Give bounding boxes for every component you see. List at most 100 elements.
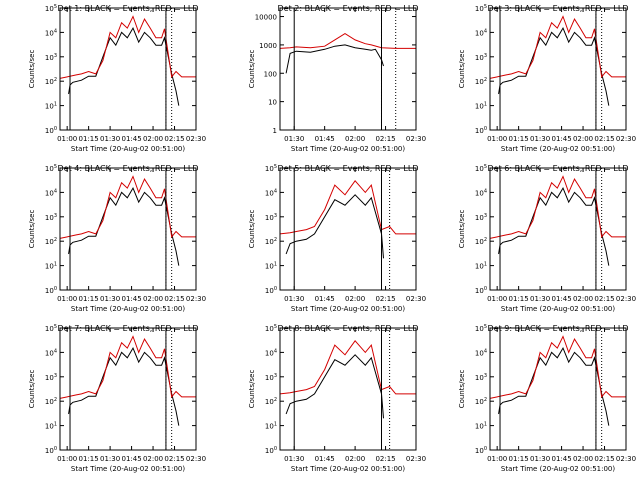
y-tick-label: 101 <box>45 262 57 271</box>
x-tick-label: 01:15 <box>509 295 529 303</box>
y-axis-label: Counts/sec <box>458 370 466 409</box>
plot-frame <box>279 7 417 131</box>
y-tick-label: 105 <box>475 164 487 173</box>
y-tick-label: 104 <box>265 188 277 197</box>
y-tick-label: 103 <box>45 373 57 382</box>
x-tick-label: 02:30 <box>616 295 636 303</box>
x-tick-label: 01:30 <box>530 135 550 143</box>
y-tick-label: 104 <box>265 348 277 357</box>
y-tick-label: 103 <box>475 53 487 62</box>
x-tick-label: 02:30 <box>616 455 636 463</box>
plot-frame <box>489 327 627 451</box>
x-axis-label: Start Time (20-Aug-02 00:51:00) <box>71 145 185 153</box>
y-tick-label: 100 <box>475 126 487 135</box>
plot-frame <box>59 327 197 451</box>
lld-series-line <box>489 175 626 239</box>
x-tick-label: 01:00 <box>57 455 77 463</box>
x-tick-label: 01:45 <box>315 295 335 303</box>
x-tick-label: 02:15 <box>594 295 614 303</box>
panel-title: Det 9: BLACK = Events, RED = LLD <box>488 324 629 333</box>
events-series-line <box>68 26 180 106</box>
x-tick-label: 01:00 <box>487 135 507 143</box>
y-tick-label: 103 <box>475 373 487 382</box>
x-tick-label: 02:15 <box>594 135 614 143</box>
x-tick-label: 02:30 <box>186 295 206 303</box>
x-axis-label: Start Time (20-Aug-02 00:51:00) <box>501 145 615 153</box>
y-tick-label: 100 <box>45 286 57 295</box>
y-tick-label: 100 <box>45 126 57 135</box>
y-tick-label: 10000 <box>255 14 277 22</box>
lld-series-line <box>279 33 416 49</box>
events-series-line <box>498 26 610 106</box>
x-tick-label: 01:15 <box>509 455 529 463</box>
x-tick-label: 02:15 <box>375 135 395 143</box>
x-tick-label: 01:00 <box>57 135 77 143</box>
y-tick-label: 102 <box>45 77 57 86</box>
x-tick-label: 02:30 <box>406 295 426 303</box>
y-tick-label: 104 <box>45 188 57 197</box>
detector-panel-2: 1 10 100 1000 10000 01:30 01:45 02:00 02:15 02:30… <box>248 4 426 153</box>
events-series-line <box>68 186 180 266</box>
y-tick-label: 102 <box>45 397 57 406</box>
x-tick-label: 02:00 <box>143 455 163 463</box>
x-tick-label: 02:30 <box>616 135 636 143</box>
y-tick-label: 102 <box>45 237 57 246</box>
x-tick-label: 01:30 <box>100 295 120 303</box>
x-tick-label: 02:00 <box>345 135 365 143</box>
lld-series-line <box>279 339 416 395</box>
x-tick-label: 02:30 <box>406 455 426 463</box>
y-axis-label: Counts/sec <box>248 210 256 249</box>
events-series-line <box>285 44 384 74</box>
x-tick-label: 02:30 <box>406 135 426 143</box>
lld-series-line <box>489 335 626 399</box>
x-tick-label: 01:30 <box>530 295 550 303</box>
x-axis-label: Start Time (20-Aug-02 00:51:00) <box>71 465 185 473</box>
y-axis-label: Counts/sec <box>28 50 36 89</box>
events-series-line <box>498 186 610 266</box>
detector-panel-5: 100 101 102 103 104 105 01:30 01:45 02:00 02:15 02… <box>248 164 426 313</box>
x-tick-label: 01:45 <box>551 295 571 303</box>
y-tick-label: 104 <box>45 348 57 357</box>
y-tick-label: 100 <box>264 70 277 78</box>
x-tick-label: 02:15 <box>164 455 184 463</box>
y-tick-label: 100 <box>475 446 487 455</box>
x-axis-label: Start Time (20-Aug-02 00:51:00) <box>291 305 405 313</box>
y-tick-label: 102 <box>475 397 487 406</box>
y-tick-label: 105 <box>45 164 57 173</box>
y-tick-label: 101 <box>265 422 277 431</box>
detector-panel-8: 100 101 102 103 104 105 01:30 01:45 02:00 02:15 02… <box>248 324 426 473</box>
events-series-line <box>68 346 180 426</box>
y-tick-label: 101 <box>265 262 277 271</box>
y-tick-label: 103 <box>45 53 57 62</box>
y-axis-label: Counts/sec <box>458 50 466 89</box>
x-axis-label: Start Time (20-Aug-02 00:51:00) <box>291 145 405 153</box>
x-tick-label: 01:00 <box>487 455 507 463</box>
y-tick-label: 103 <box>265 213 277 222</box>
x-tick-label: 02:15 <box>164 135 184 143</box>
plot-frame <box>279 167 417 291</box>
y-tick-label: 101 <box>45 102 57 111</box>
y-tick-label: 105 <box>475 4 487 13</box>
lld-series-line <box>59 335 196 399</box>
x-tick-label: 01:45 <box>121 455 141 463</box>
y-tick-label: 105 <box>265 164 277 173</box>
y-tick-label: 102 <box>265 397 277 406</box>
events-series-line <box>285 194 384 259</box>
panel-title: Det 3: BLACK = Events, RED = LLD <box>488 4 629 13</box>
y-tick-label: 101 <box>45 422 57 431</box>
plot-frame <box>489 7 627 131</box>
y-tick-label: 102 <box>265 237 277 246</box>
y-tick-label: 104 <box>475 348 487 357</box>
x-tick-label: 01:15 <box>79 295 99 303</box>
x-tick-label: 01:00 <box>57 295 77 303</box>
y-tick-label: 1000 <box>259 42 277 50</box>
panel-title: Det 4: BLACK = Events, RED = LLD <box>58 164 199 173</box>
x-tick-label: 01:30 <box>100 135 120 143</box>
x-tick-label: 02:00 <box>345 295 365 303</box>
y-tick-label: 101 <box>475 262 487 271</box>
x-tick-label: 01:45 <box>121 135 141 143</box>
plot-frame <box>59 7 197 131</box>
x-axis-label: Start Time (20-Aug-02 00:51:00) <box>71 305 185 313</box>
y-tick-label: 100 <box>475 286 487 295</box>
